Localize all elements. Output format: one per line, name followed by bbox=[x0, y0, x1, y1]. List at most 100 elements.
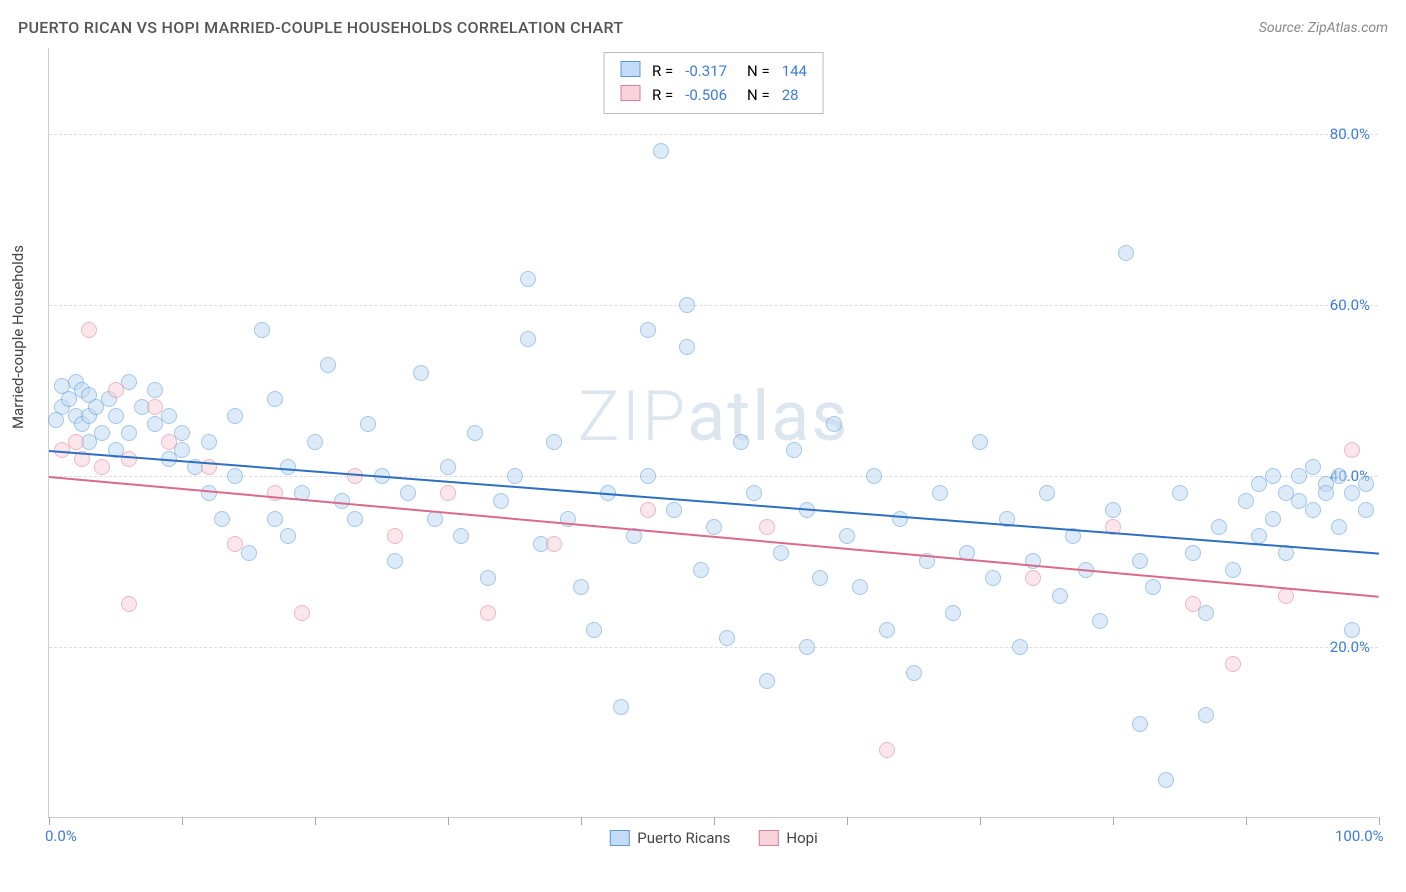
data-point bbox=[147, 382, 163, 398]
data-point bbox=[307, 434, 323, 450]
correlation-stats-box: R =-0.317N =144R =-0.506N =28 bbox=[603, 52, 824, 114]
data-point bbox=[1344, 622, 1360, 638]
legend-item: Puerto Ricans bbox=[609, 829, 730, 847]
data-point bbox=[653, 143, 669, 159]
data-point bbox=[1025, 570, 1041, 586]
data-point bbox=[453, 528, 469, 544]
data-point bbox=[906, 665, 922, 681]
r-label: R = bbox=[646, 83, 679, 107]
data-point bbox=[1305, 502, 1321, 518]
data-point bbox=[520, 331, 536, 347]
data-point bbox=[507, 468, 523, 484]
data-point bbox=[81, 322, 97, 338]
data-point bbox=[1305, 459, 1321, 475]
data-point bbox=[640, 502, 656, 518]
data-point bbox=[1331, 468, 1347, 484]
data-point bbox=[493, 493, 509, 509]
data-point bbox=[267, 511, 283, 527]
data-point bbox=[1318, 485, 1334, 501]
data-point bbox=[573, 579, 589, 595]
x-tick-mark bbox=[182, 817, 183, 825]
data-point bbox=[733, 434, 749, 450]
data-point bbox=[201, 434, 217, 450]
data-point bbox=[945, 605, 961, 621]
data-point bbox=[773, 545, 789, 561]
y-tick-label: 60.0% bbox=[1330, 296, 1370, 314]
data-point bbox=[759, 519, 775, 535]
data-point bbox=[440, 485, 456, 501]
data-point bbox=[613, 699, 629, 715]
r-value: -0.506 bbox=[679, 83, 733, 107]
data-point bbox=[1052, 588, 1068, 604]
legend-label: Puerto Ricans bbox=[637, 829, 730, 847]
trend-line bbox=[49, 450, 1379, 555]
data-point bbox=[227, 408, 243, 424]
data-point bbox=[866, 468, 882, 484]
data-point bbox=[214, 511, 230, 527]
x-tick-mark bbox=[581, 817, 582, 825]
data-point bbox=[706, 519, 722, 535]
legend-swatch bbox=[758, 830, 778, 846]
data-point bbox=[174, 442, 190, 458]
data-point bbox=[932, 485, 948, 501]
scatter-plot-area: ZIPatlas R =-0.317N =144R =-0.506N =28 P… bbox=[48, 48, 1378, 818]
chart-header: PUERTO RICAN VS HOPI MARRIED-COUPLE HOUS… bbox=[18, 18, 1388, 37]
data-point bbox=[1132, 553, 1148, 569]
x-tick-label: 0.0% bbox=[45, 827, 77, 845]
data-point bbox=[1238, 493, 1254, 509]
data-point bbox=[400, 485, 416, 501]
data-point bbox=[759, 673, 775, 689]
data-point bbox=[879, 622, 895, 638]
data-point bbox=[812, 570, 828, 586]
data-point bbox=[1118, 245, 1134, 261]
data-point bbox=[1344, 442, 1360, 458]
data-point bbox=[879, 742, 895, 758]
n-value: 28 bbox=[776, 83, 813, 107]
n-label: N = bbox=[733, 83, 776, 107]
legend-label: Hopi bbox=[786, 829, 817, 847]
gridline bbox=[49, 305, 1378, 306]
data-point bbox=[679, 297, 695, 313]
data-point bbox=[719, 630, 735, 646]
x-tick-mark bbox=[1379, 817, 1380, 825]
data-point bbox=[693, 562, 709, 578]
data-point bbox=[480, 570, 496, 586]
chart-title: PUERTO RICAN VS HOPI MARRIED-COUPLE HOUS… bbox=[18, 18, 623, 37]
data-point bbox=[413, 365, 429, 381]
data-point bbox=[440, 459, 456, 475]
x-tick-mark bbox=[49, 817, 50, 825]
data-point bbox=[48, 412, 64, 428]
data-point bbox=[387, 528, 403, 544]
data-point bbox=[546, 536, 562, 552]
data-point bbox=[241, 545, 257, 561]
data-point bbox=[320, 357, 336, 373]
gridline bbox=[49, 647, 1378, 648]
data-point bbox=[360, 416, 376, 432]
data-point bbox=[586, 622, 602, 638]
data-point bbox=[254, 322, 270, 338]
data-point bbox=[679, 339, 695, 355]
legend-item: Hopi bbox=[758, 829, 817, 847]
data-point bbox=[227, 536, 243, 552]
data-point bbox=[1198, 707, 1214, 723]
data-point bbox=[1251, 528, 1267, 544]
data-point bbox=[520, 271, 536, 287]
data-point bbox=[94, 425, 110, 441]
data-point bbox=[68, 434, 84, 450]
data-point bbox=[1012, 639, 1028, 655]
legend-swatch bbox=[609, 830, 629, 846]
data-point bbox=[786, 442, 802, 458]
data-point bbox=[387, 553, 403, 569]
data-point bbox=[161, 434, 177, 450]
data-point bbox=[94, 459, 110, 475]
x-tick-mark bbox=[315, 817, 316, 825]
data-point bbox=[1358, 502, 1374, 518]
data-point bbox=[121, 596, 137, 612]
gridline bbox=[49, 476, 1378, 477]
data-point bbox=[1092, 613, 1108, 629]
data-point bbox=[267, 391, 283, 407]
data-point bbox=[1145, 579, 1161, 595]
data-point bbox=[546, 434, 562, 450]
data-point bbox=[1185, 596, 1201, 612]
data-point bbox=[467, 425, 483, 441]
